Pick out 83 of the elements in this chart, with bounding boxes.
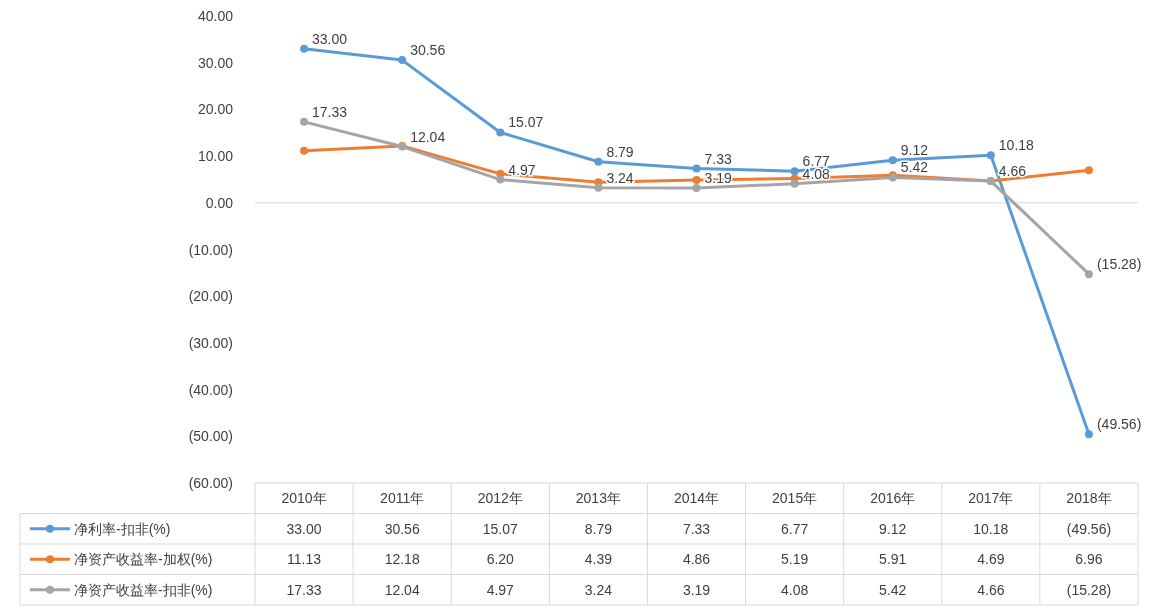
x-tick-label: 2010年 [281,490,327,507]
y-tick-label: (30.00) [188,334,233,351]
annotation: 15.07 [508,114,544,131]
x-tick-label: 2012年 [477,490,523,507]
point [300,146,309,155]
point [300,44,309,53]
point [790,167,799,176]
y-tick-label: 20.00 [197,101,234,118]
data-label: 5.91 [879,551,907,568]
legend-label: 净利率-扣非(%) [74,520,171,537]
y-tick-label: 0.00 [205,194,234,211]
annotation: 4.66 [998,163,1027,180]
annotation: 12.04 [410,128,446,145]
y-tick-label: (10.00) [188,241,233,258]
data-label: 5.42 [879,581,907,598]
annotation: 4.97 [508,161,536,178]
data-label: 4.66 [977,581,1005,598]
point [1084,270,1093,279]
annotation: 17.33 [312,103,348,120]
x-tick-label: 2016年 [870,490,916,507]
point [496,175,505,184]
point [300,117,309,126]
annotation: (15.28) [1096,256,1142,273]
y-tick-label: (40.00) [188,381,233,398]
data-label: 17.33 [286,581,322,598]
point [790,179,799,188]
data-label: 6.20 [486,551,515,568]
annotation: 6.77 [802,153,831,170]
data-label: 4.86 [682,551,711,568]
point [692,183,701,192]
data-label: 3.19 [682,581,711,598]
annotation: (49.56) [1096,416,1142,433]
data-label: 3.24 [584,581,613,598]
x-tick-label: 2015年 [772,490,818,507]
data-label: 4.39 [584,551,613,568]
annotation: 8.79 [606,143,634,160]
annotation: 9.12 [900,142,929,159]
y-tick-label: 40.00 [197,8,234,24]
data-label: 15.07 [482,520,518,537]
legend-label: 净资产收益率-加权(%) [74,551,213,568]
data-label: (49.56) [1066,520,1112,537]
point [986,151,995,160]
x-tick-label: 2017年 [968,490,1014,507]
point [1084,430,1093,439]
y-tick-label: (60.00) [188,475,233,491]
data-label: 9.12 [879,520,907,537]
data-label: 6.77 [780,520,809,537]
point [692,164,701,173]
point [398,56,407,65]
data-label: 5.19 [780,551,809,568]
data-label: 6.96 [1075,551,1103,568]
data-label: 30.56 [384,520,420,537]
point [1084,166,1093,175]
data-label: 4.08 [780,581,809,598]
point [594,183,603,192]
point [496,128,505,137]
data-label: 33.00 [286,520,322,537]
annotation: 5.42 [900,159,929,176]
data-label: 8.79 [584,520,613,537]
annotation: 30.56 [410,42,446,59]
data-label: 12.18 [384,551,420,568]
data-label: 11.13 [287,551,322,568]
point [888,156,897,165]
y-tick-label: 30.00 [197,54,234,71]
data-label: 12.04 [384,581,420,598]
y-tick-label: 10.00 [197,148,234,165]
data-label: 4.97 [486,581,515,598]
y-tick-label: (20.00) [188,288,233,305]
point [692,176,701,185]
data-label: 7.33 [682,520,711,537]
legend-label: 净资产收益率-扣非(%) [74,581,213,598]
data-label: 10.18 [973,520,1009,537]
x-tick-label: 2011年 [380,490,425,507]
x-tick-label: 2018年 [1066,490,1112,507]
annotation: 10.18 [998,137,1035,154]
data-label: (15.28) [1066,581,1112,598]
y-tick-label: (50.00) [188,428,233,445]
annotation: 33.00 [312,30,348,47]
x-tick-label: 2013年 [575,490,621,507]
data-label: 4.69 [977,551,1005,568]
x-tick-label: 2014年 [673,490,720,507]
point [594,157,603,166]
annotation: 7.33 [704,150,732,167]
